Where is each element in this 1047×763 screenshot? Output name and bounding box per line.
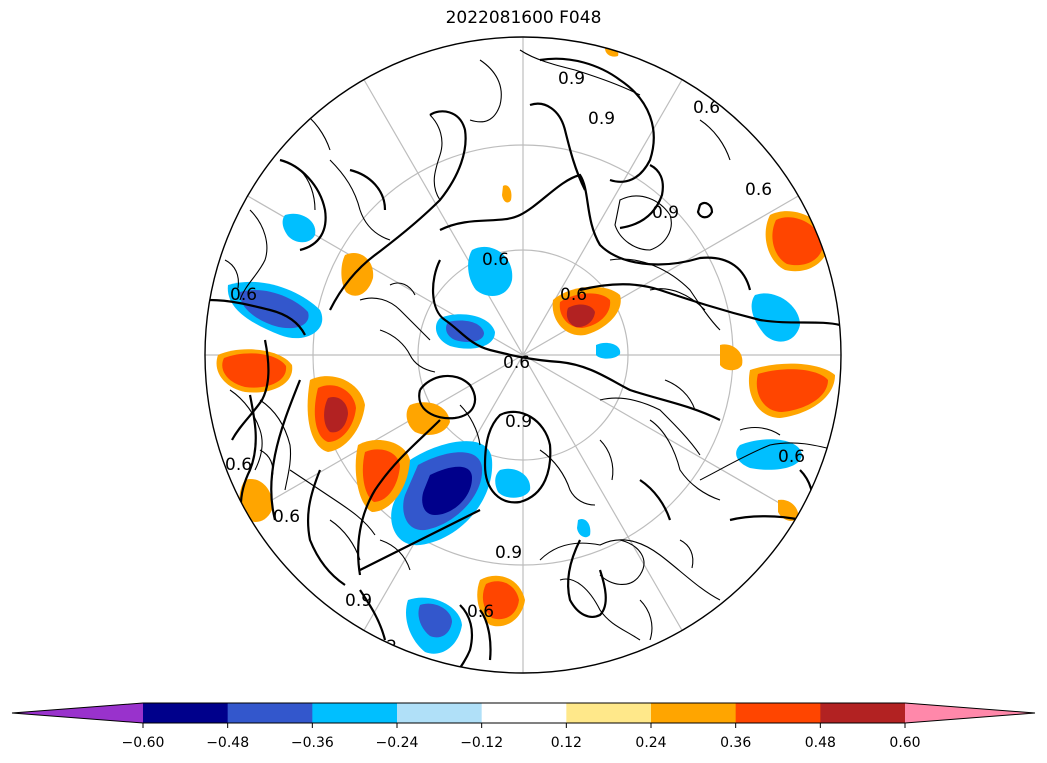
contour-lines <box>209 57 841 673</box>
contour-label: 0.6 <box>778 447 805 467</box>
colorbar-segment <box>735 703 821 723</box>
colorbar-tick-label: −0.60 <box>122 735 165 751</box>
anomaly-blob <box>239 479 273 522</box>
map-title: 2022081600 F048 <box>445 8 602 28</box>
anomaly-blob <box>566 304 595 328</box>
coastlines <box>224 49 836 641</box>
colorbar-tick-label: 0.48 <box>805 735 836 751</box>
contour-label: 0.6 <box>273 507 300 527</box>
contour-label: 0.6 <box>560 285 587 305</box>
colorbar-segment <box>227 703 313 723</box>
colorbar-tick-label: −0.36 <box>291 735 334 751</box>
colorbar-tick-label: −0.48 <box>206 735 249 751</box>
contour-label: 0.9 <box>588 109 615 129</box>
anomaly-blob <box>720 344 743 371</box>
map-disc-border <box>204 36 842 674</box>
contour-label: 0.6 <box>230 285 257 305</box>
contour-label: 0.6 <box>467 602 494 622</box>
anomaly-blob <box>406 402 450 435</box>
colorbar-extend-max <box>905 703 1035 723</box>
anomaly-blob <box>418 603 452 638</box>
contour-label: 0.6 <box>745 180 772 200</box>
contour-label: 0.6 <box>225 455 252 475</box>
anomaly-blob <box>596 342 621 359</box>
contour-label: 1.2 <box>370 637 397 657</box>
anomaly-blob <box>362 449 400 502</box>
anomaly-blob <box>482 581 519 620</box>
anomaly-blob <box>778 499 799 521</box>
anomaly-blob <box>756 369 828 412</box>
colorbar-tick-label: 0.36 <box>720 735 751 751</box>
colorbar-segment <box>566 703 652 723</box>
colorbar-segment <box>820 703 906 723</box>
anomaly-blob <box>324 396 348 433</box>
anomaly-blob <box>468 246 513 296</box>
colorbar-tick-label: 0.60 <box>889 735 920 751</box>
colorbar-tick-label: 0.12 <box>551 735 582 751</box>
colorbar-segment <box>481 703 567 723</box>
colorbar-extend-min <box>12 703 143 723</box>
anomaly-blob <box>446 320 484 342</box>
contour-label: 0.9 <box>345 591 372 611</box>
contour-label: 0.6 <box>482 250 509 270</box>
anomaly-blob <box>502 185 512 203</box>
colorbar-segment <box>397 703 483 723</box>
negative-anomaly-shading <box>227 213 802 654</box>
anomaly-blob <box>495 468 531 498</box>
contour-label: 0.9 <box>505 412 532 432</box>
anomaly-blob <box>772 217 824 266</box>
anomaly-blob <box>422 466 472 515</box>
positive-anomaly-shading <box>216 47 835 627</box>
contour-label: 0.9 <box>652 203 679 223</box>
contour-label: 0.6 <box>503 353 530 373</box>
anomaly-blob <box>751 293 800 342</box>
colorbar: −0.60 −0.48 −0.36 −0.24 −0.12 0.12 0.24 0.36 0.4… <box>11 702 1036 751</box>
colorbar-tick-label: 0.24 <box>635 735 666 751</box>
colorbar-segment <box>651 703 737 723</box>
contour-label-group: 0.9 0.9 0.6 0.6 0.9 0.6 0.6 0.6 0.6 0.9 … <box>225 69 805 657</box>
anomaly-blob <box>577 518 591 538</box>
colorbar-segment <box>143 703 229 723</box>
anomaly-blob <box>736 439 802 470</box>
colorbar-tick-label: −0.12 <box>460 735 503 751</box>
anomaly-blob <box>282 213 316 243</box>
contour-label: 0.6 <box>693 98 720 118</box>
anomaly-blob <box>222 353 287 388</box>
colorbar-segment <box>312 703 398 723</box>
contour-label: 0.9 <box>495 543 522 563</box>
colorbar-tick-label: −0.24 <box>376 735 419 751</box>
contour-label: 0.9 <box>558 69 585 89</box>
